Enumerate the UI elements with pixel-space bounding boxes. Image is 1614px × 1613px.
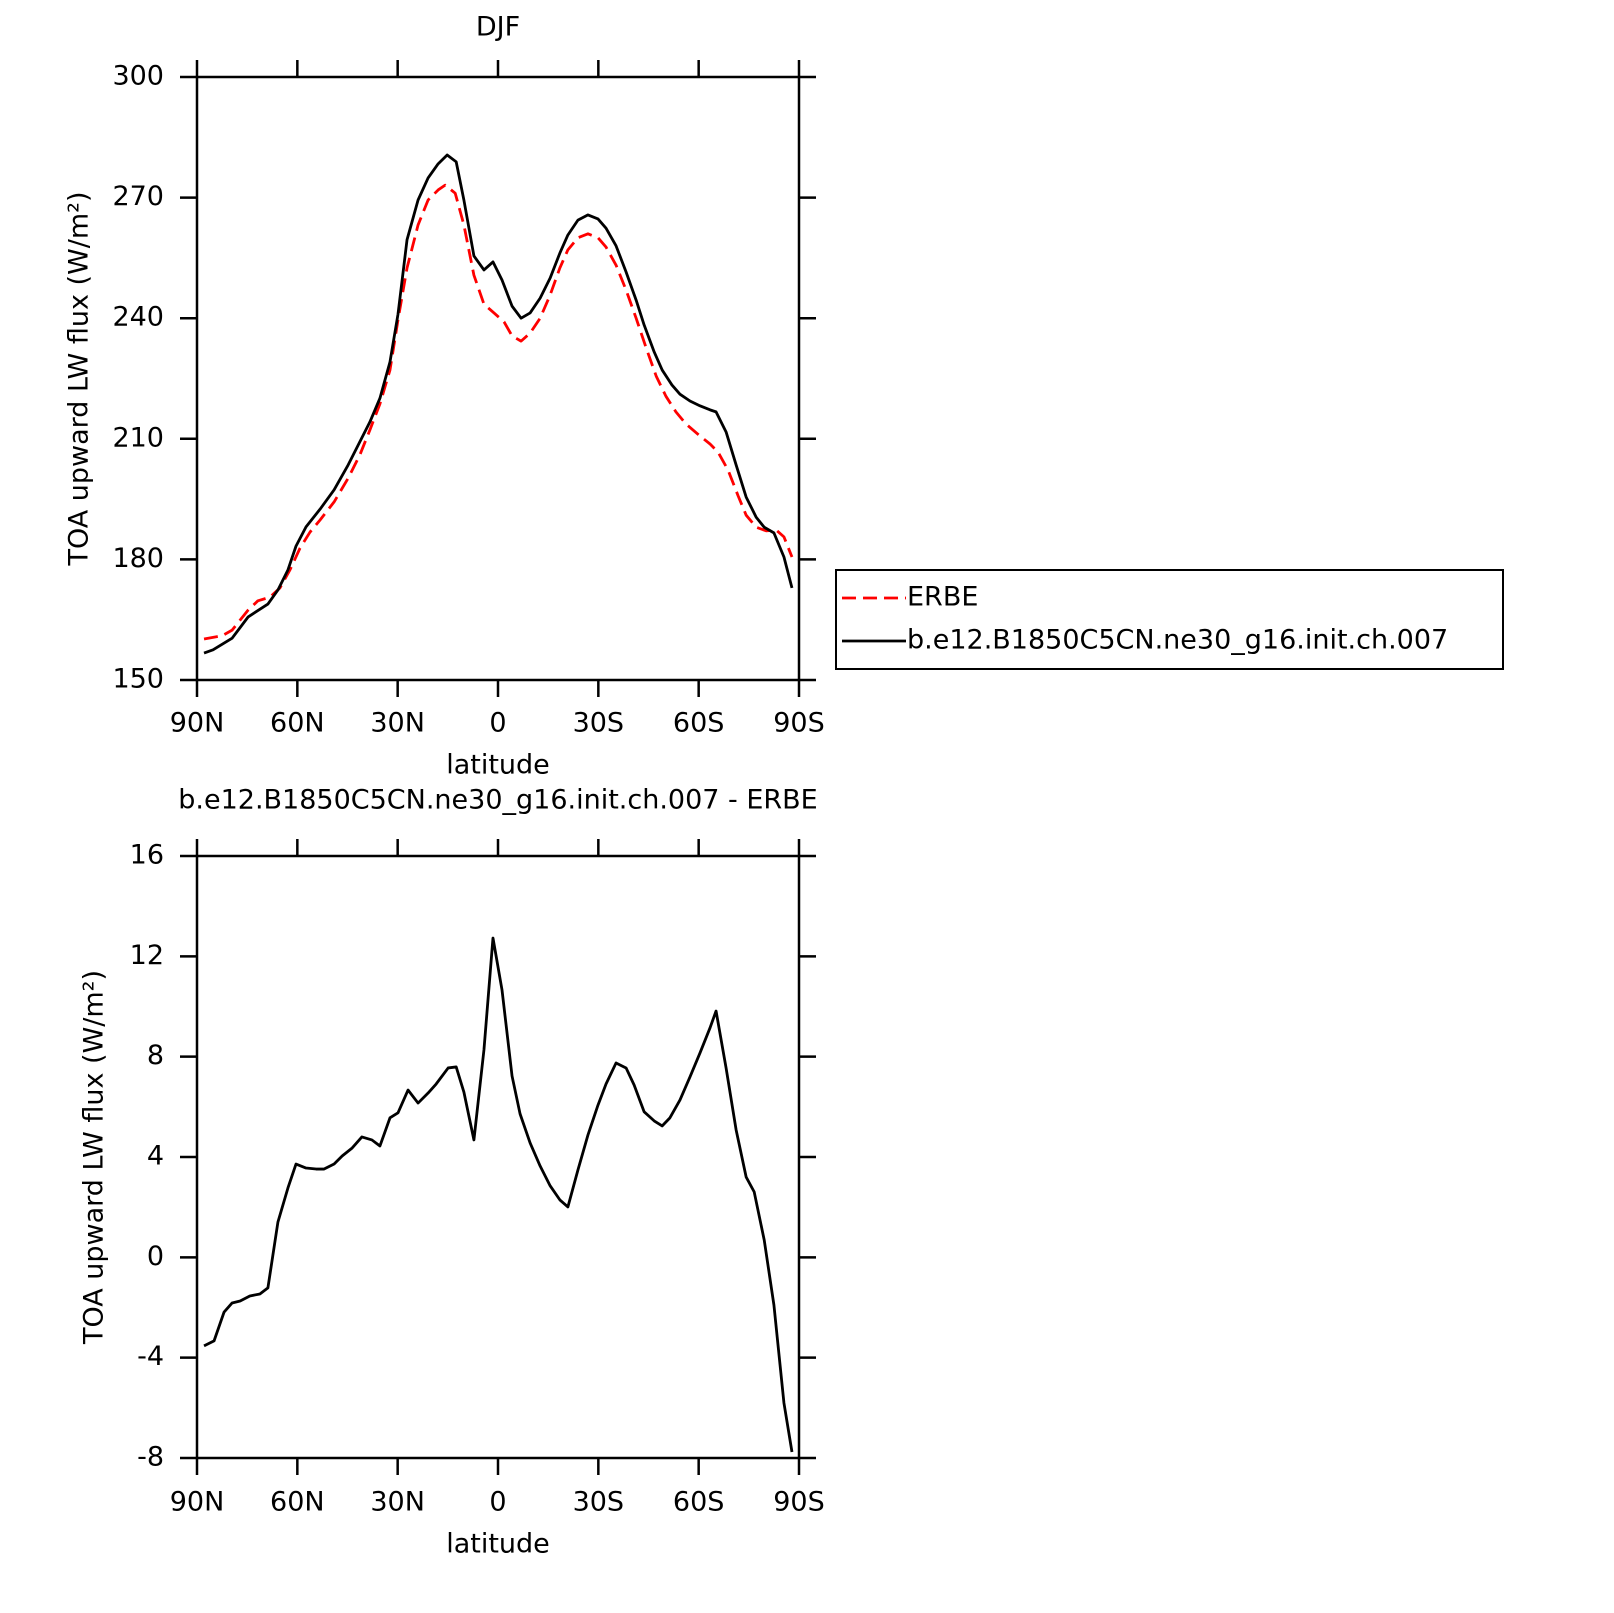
x-tick-label: 30N xyxy=(370,1487,425,1518)
y-tick-label: 180 xyxy=(112,543,164,574)
x-tick-label: 30S xyxy=(573,708,625,739)
x-axis-label: latitude xyxy=(446,750,550,781)
y-tick-label: 240 xyxy=(112,302,164,333)
y-tick-label: 4 xyxy=(147,1141,164,1172)
y-axis-label: TOA upward LW flux (W/m²) xyxy=(64,191,95,566)
y-tick-label: 12 xyxy=(130,940,164,971)
chart-title: b.e12.B1850C5CN.ne30_g16.init.ch.007 - E… xyxy=(178,785,818,816)
y-tick-label: 270 xyxy=(112,181,164,212)
x-tick-label: 60N xyxy=(270,708,325,739)
y-tick-label: 0 xyxy=(147,1241,164,1272)
y-tick-label: -8 xyxy=(137,1442,164,1473)
plot-frame xyxy=(195,75,801,682)
y-tick-label: 150 xyxy=(112,664,164,695)
x-tick-label: 30S xyxy=(573,1487,625,1518)
chart-title: DJF xyxy=(476,12,520,43)
x-tick-label: 90N xyxy=(170,708,225,739)
x-tick-label: 60N xyxy=(270,1487,325,1518)
y-tick-label: 210 xyxy=(112,422,164,453)
y-tick-label: 16 xyxy=(130,840,164,871)
x-tick-label: 90S xyxy=(773,708,825,739)
x-tick-label: 60S xyxy=(673,708,725,739)
x-tick-label: 0 xyxy=(489,1487,506,1518)
y-tick-label: -4 xyxy=(137,1341,164,1372)
legend-label: b.e12.B1850C5CN.ne30_g16.init.ch.007 xyxy=(907,625,1448,656)
x-tick-label: 90N xyxy=(170,1487,225,1518)
plot-frame xyxy=(195,854,801,1460)
x-tick-label: 90S xyxy=(773,1487,825,1518)
legend-label: ERBE xyxy=(907,582,978,613)
x-tick-label: 30N xyxy=(370,708,425,739)
y-tick-label: 300 xyxy=(112,61,164,92)
x-axis-label: latitude xyxy=(446,1529,550,1560)
y-axis-label: TOA upward LW flux (W/m²) xyxy=(79,970,110,1345)
x-tick-label: 60S xyxy=(673,1487,725,1518)
data-line xyxy=(203,183,794,641)
x-tick-label: 0 xyxy=(489,708,506,739)
y-tick-label: 8 xyxy=(147,1040,164,1071)
legend-box xyxy=(835,569,1504,670)
data-line xyxy=(203,936,794,1453)
data-line xyxy=(203,153,794,655)
